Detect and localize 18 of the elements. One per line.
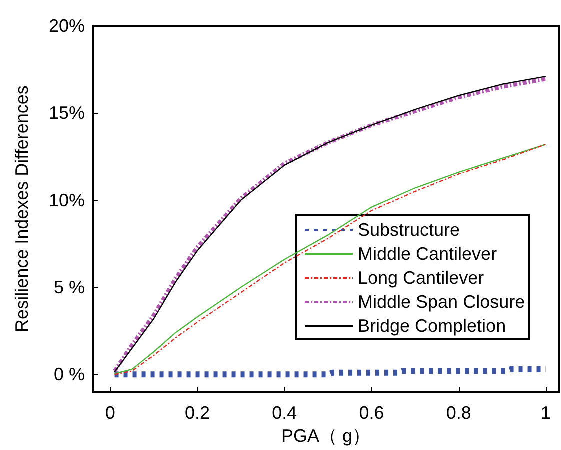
legend-label: Middle Cantilever <box>358 244 498 264</box>
y-tick-label: 10% <box>48 190 85 210</box>
legend-label: Long Cantilever <box>358 268 484 288</box>
legend-label: Middle Span Closure <box>358 292 526 312</box>
y-tick-label: 0 % <box>54 364 85 385</box>
y-tick-label: 20% <box>48 16 85 36</box>
x-axis-title: PGA（ g） <box>281 426 371 446</box>
x-tick-label: 0.6 <box>359 403 384 424</box>
y-axis-title: Resilience Indexes Differences <box>12 86 32 332</box>
x-tick-label: 0.2 <box>185 403 210 424</box>
x-tick-label: 0.8 <box>446 403 472 424</box>
y-tick-label: 5 % <box>54 278 85 298</box>
legend-label: Substructure <box>358 220 460 240</box>
x-tick-label: 0.4 <box>272 403 298 424</box>
y-tick-label: 15% <box>48 103 85 124</box>
x-tick-label: 1 <box>540 403 551 424</box>
legend-label: Bridge Completion <box>358 316 506 336</box>
x-tick-label: 0 <box>105 403 116 424</box>
